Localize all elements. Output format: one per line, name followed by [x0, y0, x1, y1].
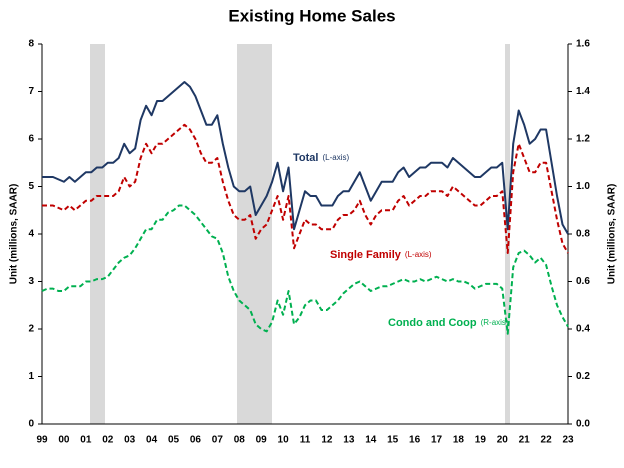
- x-tick-label: 01: [80, 435, 92, 446]
- x-tick-label: 07: [212, 435, 224, 446]
- y-tick-label: 1: [28, 371, 34, 382]
- x-tick-label: 04: [146, 435, 158, 446]
- x-tick-label: 08: [234, 435, 246, 446]
- x-tick-label: 03: [124, 435, 136, 446]
- series-name: Condo and Coop: [388, 317, 477, 329]
- series-note: (L-axis): [322, 153, 349, 162]
- y2-tick-label: 1.2: [576, 134, 590, 145]
- x-tick-label: 20: [497, 435, 509, 446]
- x-tick-label: 16: [409, 435, 421, 446]
- x-tick-label: 02: [102, 435, 114, 446]
- series-note: (L-axis): [405, 250, 432, 259]
- chart-title: Existing Home Sales: [228, 6, 395, 25]
- x-tick-label: 14: [365, 435, 377, 446]
- series-line: [41, 204, 569, 335]
- y2-tick-label: 1.0: [576, 181, 590, 192]
- recession-shading: [505, 44, 510, 424]
- y2-tick-label: 1.4: [576, 86, 590, 97]
- x-tick-label: 00: [58, 435, 70, 446]
- x-tick-label: 09: [256, 435, 268, 446]
- y2-tick-label: 1.6: [576, 39, 590, 50]
- y2-tick-label: 0.0: [576, 419, 590, 430]
- series-line: [42, 81, 569, 235]
- y-tick-label: 6: [28, 134, 34, 145]
- y2-tick-label: 0.6: [576, 276, 590, 287]
- x-tick-label: 23: [562, 435, 574, 446]
- series-note: (R-axis): [481, 318, 509, 327]
- y-axis-label: Unit (millions, SAAR): [9, 184, 20, 285]
- x-tick-label: 15: [387, 435, 399, 446]
- y2-tick-label: 0.8: [576, 229, 590, 240]
- x-tick-label: 13: [343, 435, 355, 446]
- series-line: [42, 123, 569, 254]
- recession-shading: [237, 44, 272, 424]
- x-tick-label: 10: [278, 435, 290, 446]
- x-tick-label: 17: [431, 435, 443, 446]
- x-tick-label: 06: [190, 435, 202, 446]
- y-tick-label: 4: [28, 229, 34, 240]
- x-tick-label: 19: [475, 435, 487, 446]
- y2-tick-label: 0.4: [576, 324, 590, 335]
- y2-axis-label: Unit (millions, SAAR): [607, 184, 618, 285]
- y-tick-label: 7: [28, 86, 34, 97]
- series-label: Condo and Coop (R-axis): [388, 317, 509, 329]
- x-tick-label: 11: [300, 435, 311, 446]
- y-tick-label: 0: [28, 419, 34, 430]
- x-tick-label: 05: [168, 435, 180, 446]
- y-tick-label: 3: [28, 276, 34, 287]
- recession-shading: [90, 44, 105, 424]
- x-tick-label: 12: [321, 435, 333, 446]
- y-tick-label: 8: [28, 39, 34, 50]
- x-tick-label: 18: [453, 435, 465, 446]
- series-label: Total (L-axis): [293, 152, 349, 164]
- x-tick-label: 99: [36, 435, 48, 446]
- series-label: Single Family (L-axis): [330, 249, 432, 261]
- y-tick-label: 2: [28, 324, 34, 335]
- x-tick-label: 22: [541, 435, 553, 446]
- x-tick-label: 21: [519, 435, 531, 446]
- series-name: Total: [293, 152, 318, 164]
- y-tick-label: 5: [28, 181, 34, 192]
- y2-tick-label: 0.2: [576, 371, 590, 382]
- series-name: Single Family: [330, 249, 402, 261]
